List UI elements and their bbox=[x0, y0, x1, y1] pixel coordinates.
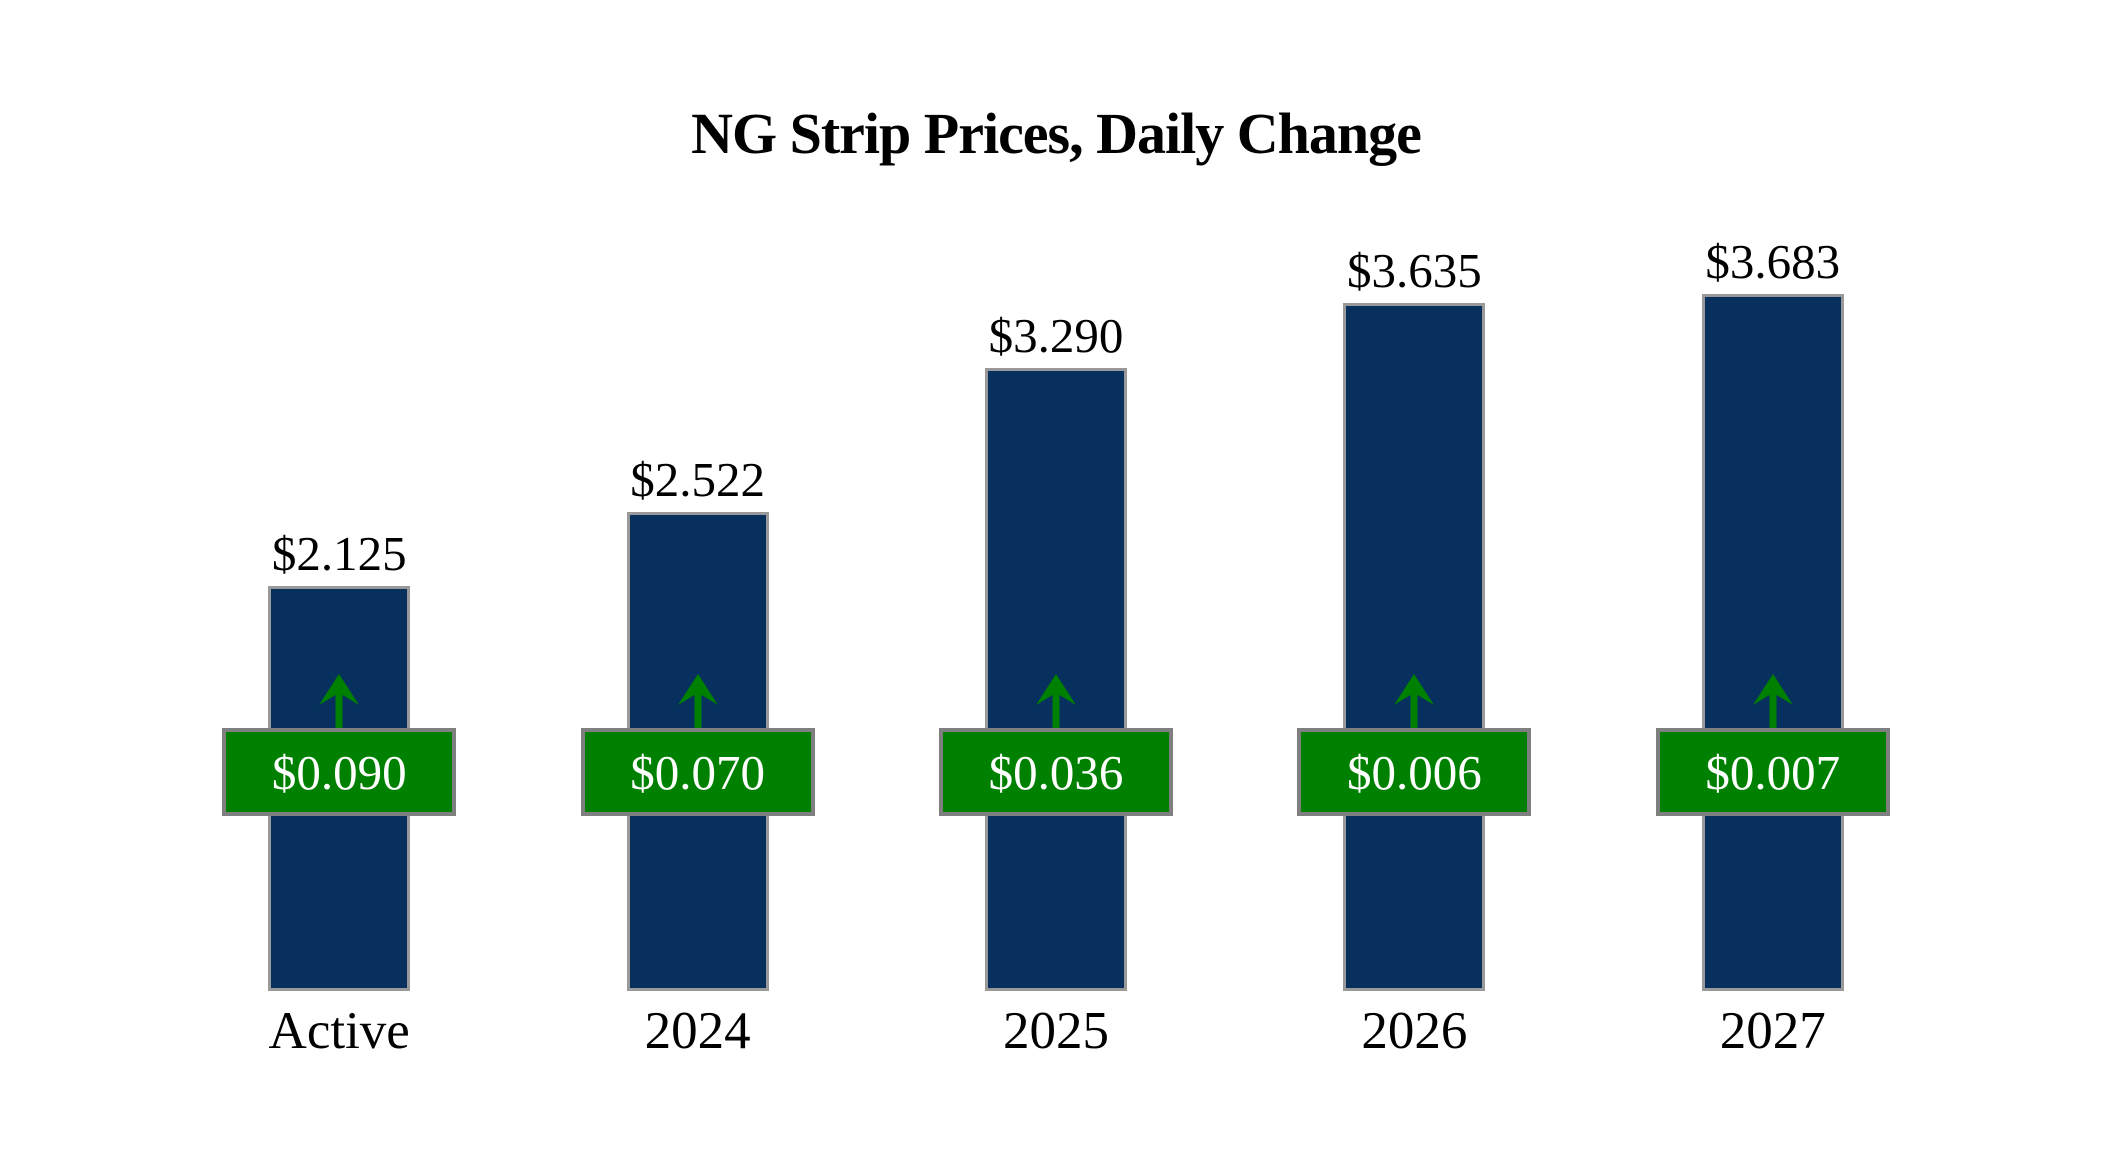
daily-change-label: $0.006 bbox=[1347, 744, 1482, 800]
up-arrow-icon bbox=[677, 674, 718, 728]
bar-group: $3.683 $0.007 2027 bbox=[1594, 0, 1952, 1058]
category-label: 2027 bbox=[1719, 1002, 1826, 1060]
up-arrow-icon bbox=[1752, 674, 1793, 728]
daily-change-badge: $0.036 bbox=[938, 728, 1173, 816]
bar-value-label: $3.635 bbox=[1347, 243, 1482, 298]
bar bbox=[1701, 294, 1844, 991]
daily-change-badge: $0.007 bbox=[1655, 728, 1890, 816]
bar bbox=[1343, 303, 1486, 991]
daily-change-label: $0.070 bbox=[630, 744, 765, 800]
bar-group: $3.635 $0.006 2026 bbox=[1235, 0, 1593, 1058]
up-arrow-icon bbox=[319, 674, 360, 728]
up-arrow-icon bbox=[1035, 674, 1076, 728]
bar-value-label: $2.125 bbox=[271, 526, 407, 581]
daily-change-label: $0.036 bbox=[988, 744, 1124, 800]
plot-area: $2.125 $0.090 Active $2.522 $0.070 2024 … bbox=[160, 0, 1952, 1058]
bar-value-label: $3.683 bbox=[1705, 234, 1841, 289]
bar-group: $2.125 $0.090 Active bbox=[160, 0, 518, 1058]
daily-change-badge: $0.070 bbox=[580, 728, 815, 816]
bar-value-label: $2.522 bbox=[630, 452, 765, 507]
daily-change-label: $0.007 bbox=[1705, 744, 1841, 800]
category-label: Active bbox=[268, 1002, 410, 1060]
daily-change-badge: $0.006 bbox=[1297, 728, 1532, 816]
category-label: 2025 bbox=[1002, 1002, 1109, 1060]
bar-value-label: $3.290 bbox=[988, 308, 1124, 363]
category-label: 2024 bbox=[644, 1002, 751, 1060]
category-label: 2026 bbox=[1361, 1002, 1468, 1060]
up-arrow-icon bbox=[1394, 674, 1435, 728]
bar-group: $3.290 $0.036 2025 bbox=[877, 0, 1235, 1058]
daily-change-badge: $0.090 bbox=[222, 728, 457, 816]
bar-group: $2.522 $0.070 2024 bbox=[518, 0, 876, 1058]
daily-change-label: $0.090 bbox=[271, 744, 407, 800]
chart-title: NG Strip Prices, Daily Change bbox=[691, 101, 1422, 166]
